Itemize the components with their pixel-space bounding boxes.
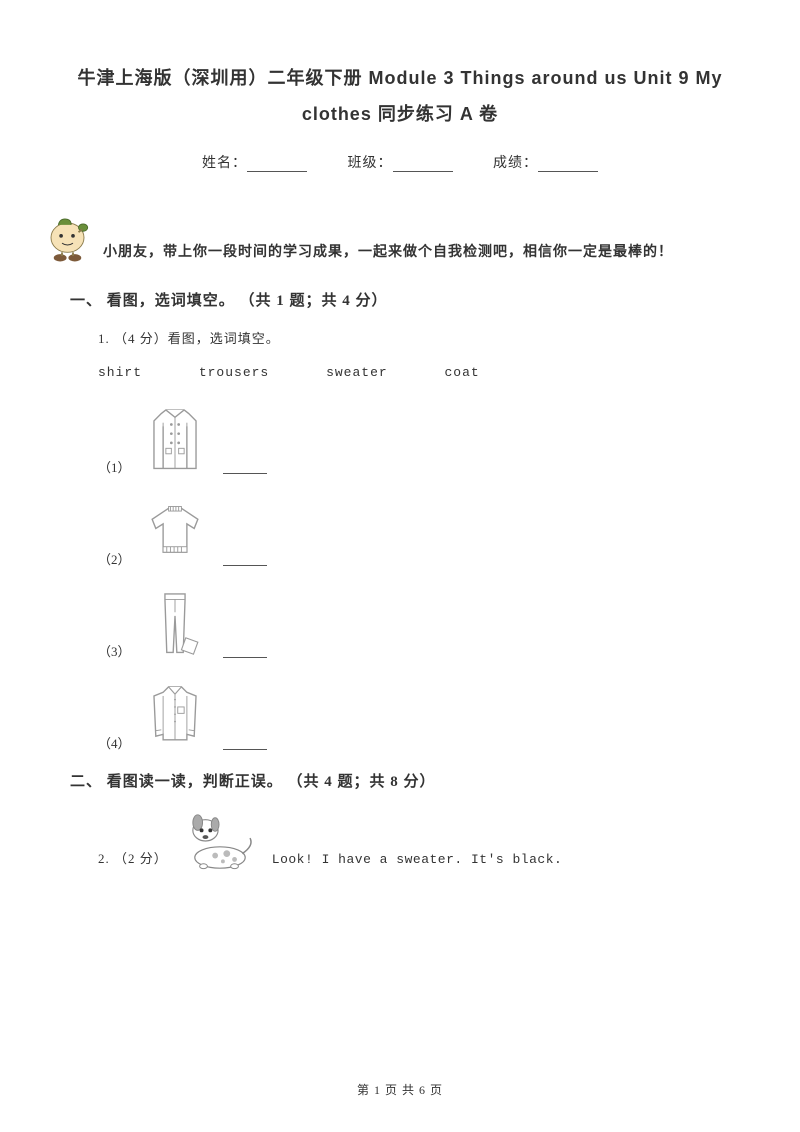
q2-text: Look! I have a sweater. It's black. — [272, 852, 563, 873]
name-blank[interactable] — [247, 158, 307, 172]
page-footer: 第 1 页 共 6 页 — [0, 1081, 800, 1098]
section-1-header: 一、 看图，选词填空。 （共 1 题；共 4 分） — [70, 289, 730, 310]
item-row-2: （2） — [98, 494, 730, 572]
item-row-1: （1） — [98, 402, 730, 480]
page-title: 牛津上海版（深圳用）二年级下册 Module 3 Things around u… — [70, 60, 730, 132]
trousers-icon — [139, 586, 211, 664]
shirt-icon — [139, 678, 211, 756]
q2-label: 2. （2 分） — [98, 848, 168, 873]
item-3-blank[interactable] — [223, 646, 267, 658]
item-1-num: （1） — [98, 457, 131, 480]
title-line-1: 牛津上海版（深圳用）二年级下册 Module 3 Things around u… — [77, 68, 722, 88]
item-row-4: （4） — [98, 678, 730, 756]
name-label: 姓名： — [202, 156, 247, 171]
mascot-row: 小朋友，带上你一段时间的学习成果，一起来做个自我检测吧，相信你一定是最棒的！ — [40, 212, 730, 267]
item-3-num: （3） — [98, 641, 131, 664]
item-2-num: （2） — [98, 549, 131, 572]
class-label: 班级： — [348, 156, 393, 171]
coat-icon — [139, 402, 211, 480]
score-label: 成绩： — [493, 156, 538, 171]
info-row: 姓名： 班级： 成绩： — [70, 152, 730, 172]
item-1-blank[interactable] — [223, 462, 267, 474]
sweater-icon — [139, 494, 211, 572]
item-2-blank[interactable] — [223, 554, 267, 566]
word-1: shirt — [98, 365, 142, 380]
title-line-2: clothes 同步练习 A 卷 — [302, 104, 498, 124]
mascot-text: 小朋友，带上你一段时间的学习成果，一起来做个自我检测吧，相信你一定是最棒的！ — [95, 241, 673, 267]
mascot-icon — [40, 212, 95, 267]
item-4-blank[interactable] — [223, 738, 267, 750]
word-2: trousers — [199, 365, 269, 380]
class-blank[interactable] — [393, 158, 453, 172]
item-4-num: （4） — [98, 733, 131, 756]
score-blank[interactable] — [538, 158, 598, 172]
q1-label: 1. （4 分）看图，选词填空。 — [98, 328, 730, 347]
word-4: coat — [444, 365, 479, 380]
q2-row: 2. （2 分） Look! I have a sweater. It's bl… — [98, 809, 730, 873]
wordbank: shirt trousers sweater coat — [98, 365, 730, 380]
section-2-header: 二、 看图读一读，判断正误。 （共 4 题；共 8 分） — [70, 770, 730, 791]
word-3: sweater — [326, 365, 388, 380]
dog-icon — [176, 809, 264, 873]
item-row-3: （3） — [98, 586, 730, 664]
